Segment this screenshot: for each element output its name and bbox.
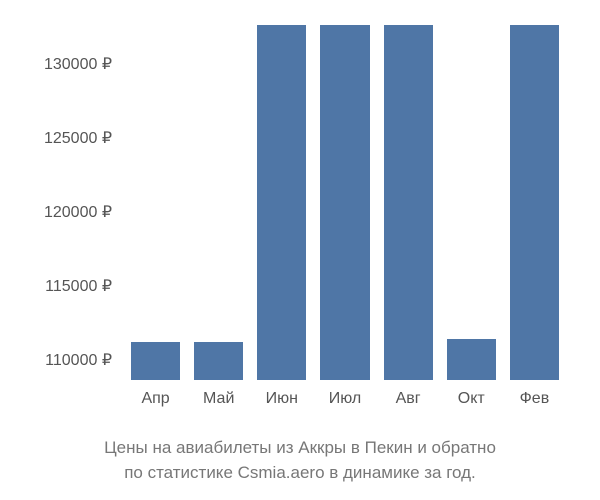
bar bbox=[384, 25, 433, 380]
x-tick-label: Авг bbox=[396, 390, 421, 408]
y-tick-label: 110000 ₽ bbox=[45, 350, 112, 370]
y-tick-label: 120000 ₽ bbox=[44, 202, 112, 222]
x-tick-label: Апр bbox=[141, 390, 169, 408]
price-chart: 110000 ₽ 115000 ₽ 120000 ₽ 125000 ₽ 130000 ₽… bbox=[0, 0, 600, 500]
bars-container: АпрМайИюнИюлАвгОктФев bbox=[120, 10, 570, 380]
y-tick-label: 125000 ₽ bbox=[44, 128, 112, 148]
x-tick-label: Июл bbox=[329, 390, 361, 408]
bar bbox=[131, 342, 180, 380]
bar bbox=[194, 342, 243, 380]
bar-slot: Апр bbox=[124, 10, 187, 380]
bar bbox=[510, 25, 559, 380]
y-tick-label: 115000 ₽ bbox=[45, 276, 112, 296]
bar bbox=[320, 25, 369, 380]
y-tick-label: 130000 ₽ bbox=[44, 54, 112, 74]
x-tick-label: Окт bbox=[458, 390, 485, 408]
chart-caption: Цены на авиабилеты из Аккры в Пекин и об… bbox=[20, 436, 580, 485]
bar-slot: Окт bbox=[440, 10, 503, 380]
caption-line-2: по статистике Csmia.aero в динамике за г… bbox=[124, 463, 476, 482]
bar-slot: Июл bbox=[313, 10, 376, 380]
x-tick-label: Июн bbox=[266, 390, 298, 408]
bar-slot: Фев bbox=[503, 10, 566, 380]
y-axis: 110000 ₽ 115000 ₽ 120000 ₽ 125000 ₽ 130000 ₽… bbox=[20, 10, 120, 380]
bar bbox=[447, 339, 496, 380]
x-tick-label: Фев bbox=[520, 390, 550, 408]
x-tick-label: Май bbox=[203, 390, 234, 408]
bar-slot: Июн bbox=[250, 10, 313, 380]
bar bbox=[257, 25, 306, 380]
plot-area: 110000 ₽115000 ₽120000 ₽125000 ₽130000 ₽… bbox=[120, 10, 570, 380]
caption-line-1: Цены на авиабилеты из Аккры в Пекин и об… bbox=[104, 438, 496, 457]
bar-slot: Май bbox=[187, 10, 250, 380]
bar-slot: Авг bbox=[377, 10, 440, 380]
